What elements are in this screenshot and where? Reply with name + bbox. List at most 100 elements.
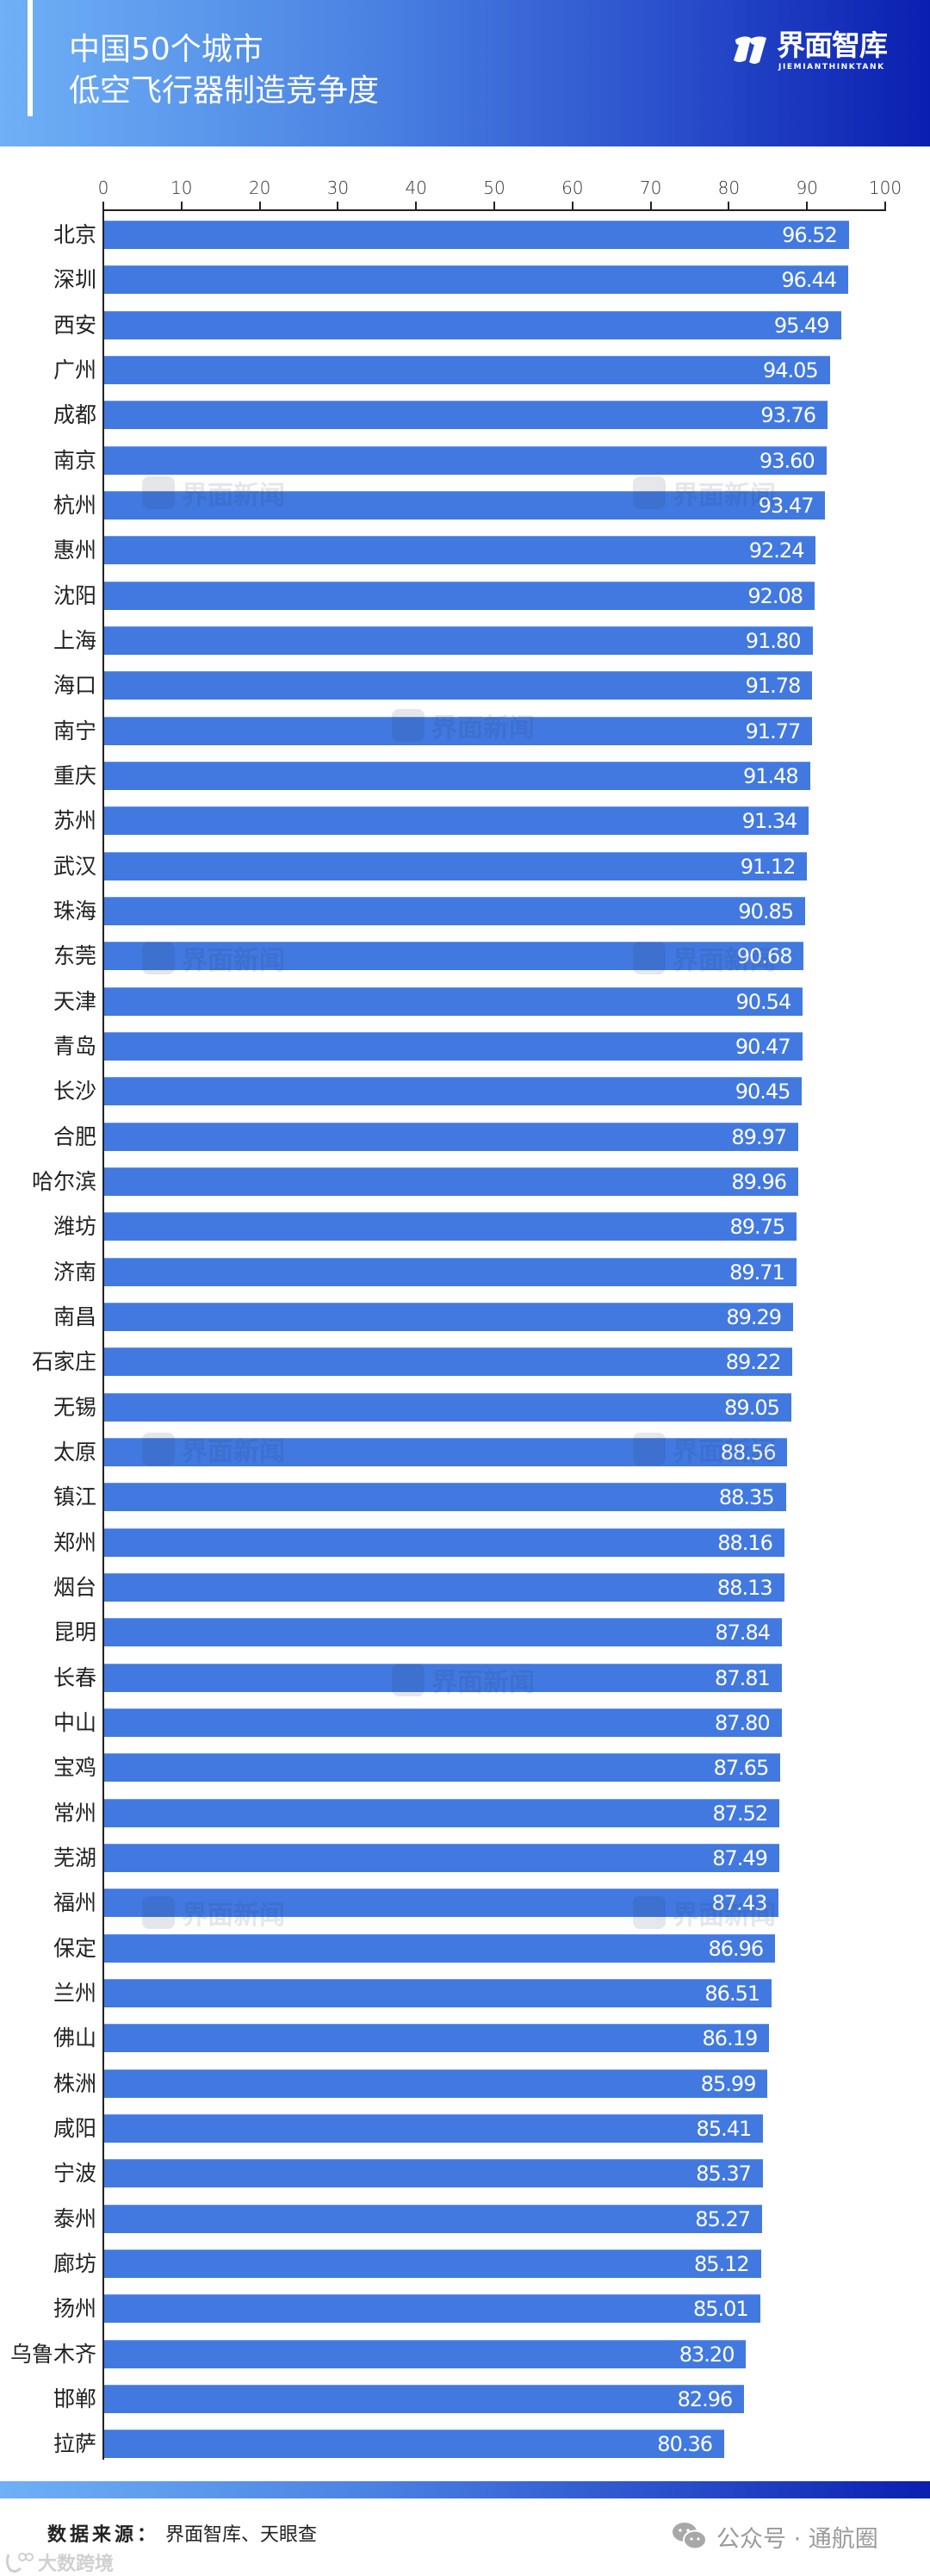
bar-row: 佛山 86.19 — [0, 2024, 930, 2053]
bar: 85.99 — [104, 2069, 768, 2098]
value-label: 90.45 — [735, 1080, 791, 1104]
value-label: 87.80 — [714, 1710, 771, 1735]
bar: 90.85 — [104, 896, 806, 925]
bar: 91.34 — [104, 806, 809, 836]
corner-watermark: 大数跨境 — [5, 2548, 114, 2576]
bar: 80.36 — [104, 2430, 725, 2459]
jiemian-thinktank-logo: 界面智库 JIEMIANTHINKTANK — [732, 28, 913, 74]
x-tick-label: 60 — [561, 177, 584, 198]
source-label: 数据来源： — [47, 2524, 160, 2546]
bar-row: 哈尔滨 89.96 — [0, 1167, 930, 1197]
bar: 91.80 — [104, 625, 813, 655]
bar: 86.51 — [104, 1978, 772, 2007]
value-label: 96.52 — [782, 223, 838, 247]
dashu-logo-icon — [5, 2553, 34, 2573]
bar-row: 合肥 89.97 — [0, 1122, 930, 1152]
bar: 94.05 — [104, 355, 830, 384]
city-label: 宝鸡 — [53, 1755, 96, 1781]
bar-row: 广州 94.05 — [0, 355, 930, 385]
bar-row: 兰州 86.51 — [0, 1978, 930, 2008]
value-label: 91.34 — [741, 809, 798, 834]
city-label: 长沙 — [53, 1079, 96, 1104]
bar: 87.43 — [104, 1888, 779, 1918]
value-label: 89.75 — [729, 1215, 785, 1240]
value-label: 90.85 — [738, 899, 794, 924]
city-label: 石家庄 — [31, 1349, 96, 1375]
value-label: 83.20 — [679, 2342, 735, 2367]
x-tick-label: 10 — [170, 177, 193, 198]
value-label: 93.47 — [758, 493, 815, 518]
header-accent-bar — [28, 0, 33, 116]
city-label: 扬州 — [53, 2296, 96, 2322]
x-tick — [493, 202, 495, 210]
bar-row: 保定 86.96 — [0, 1933, 930, 1963]
value-label: 85.01 — [692, 2297, 749, 2322]
logo-text-cn: 界面智库 — [777, 28, 888, 62]
city-label: 东莞 — [53, 943, 96, 969]
city-label: 西安 — [53, 312, 96, 338]
value-label: 96.44 — [781, 268, 837, 293]
city-label: 镇江 — [53, 1484, 96, 1510]
x-tick — [649, 202, 652, 210]
city-label: 天津 — [53, 988, 96, 1014]
bar-row: 南宁 91.77 — [0, 716, 930, 746]
city-label: 郑州 — [53, 1529, 96, 1555]
bar: 88.13 — [104, 1572, 784, 1602]
city-label: 常州 — [53, 1800, 96, 1826]
bar: 89.97 — [104, 1122, 799, 1151]
city-label: 成都 — [53, 402, 96, 428]
bar-row: 常州 87.52 — [0, 1798, 930, 1828]
bar: 91.78 — [104, 671, 813, 700]
x-tick — [180, 202, 183, 210]
city-label: 惠州 — [53, 538, 96, 563]
city-label: 廊坊 — [53, 2250, 96, 2276]
city-label: 佛山 — [53, 2025, 96, 2051]
source-value: 界面智库、天眼查 — [165, 2524, 318, 2546]
value-label: 88.56 — [720, 1440, 777, 1465]
bar: 88.16 — [104, 1528, 784, 1557]
value-label: 86.19 — [702, 2026, 759, 2051]
bar: 89.75 — [104, 1212, 797, 1241]
bar-row: 成都 93.76 — [0, 401, 930, 430]
x-tick-label: 90 — [796, 177, 818, 198]
bar: 87.52 — [104, 1798, 780, 1827]
value-label: 91.78 — [745, 674, 802, 699]
bar: 89.71 — [104, 1257, 797, 1286]
x-tick — [415, 202, 418, 210]
value-label: 87.65 — [713, 1756, 770, 1781]
city-label: 南京 — [53, 447, 96, 473]
bar-row: 惠州 92.24 — [0, 536, 930, 565]
value-label: 89.05 — [724, 1395, 780, 1420]
city-label: 拉萨 — [53, 2431, 96, 2457]
city-label: 北京 — [53, 222, 96, 247]
value-label: 88.35 — [718, 1485, 775, 1510]
bar: 92.08 — [104, 581, 815, 610]
bar: 90.54 — [104, 986, 803, 1016]
bar-row: 青岛 90.47 — [0, 1031, 930, 1061]
bar-row: 上海 91.80 — [0, 625, 930, 656]
value-label: 85.12 — [693, 2251, 750, 2276]
bar-row: 扬州 85.01 — [0, 2294, 930, 2324]
bar: 89.96 — [104, 1167, 799, 1196]
value-label: 87.84 — [715, 1621, 771, 1646]
wechat-account-text: 公众号 · 通航圈 — [716, 2525, 878, 2553]
bar: 90.45 — [104, 1077, 803, 1106]
logo-text-en: JIEMIANTHINKTANK — [778, 63, 885, 72]
bar: 96.52 — [104, 221, 849, 249]
bar-row: 重庆 91.48 — [0, 761, 930, 791]
bar: 95.49 — [104, 310, 841, 339]
value-label: 87.43 — [711, 1891, 768, 1916]
bar-row: 武汉 91.12 — [0, 851, 930, 881]
city-label: 杭州 — [53, 492, 96, 518]
bar: 90.68 — [104, 942, 804, 971]
city-label: 邯郸 — [53, 2386, 96, 2411]
city-label: 株洲 — [53, 2070, 96, 2096]
value-label: 80.36 — [657, 2432, 713, 2457]
value-label: 85.37 — [696, 2162, 752, 2187]
city-label: 合肥 — [53, 1123, 96, 1149]
header-banner: 中国50个城市 低空飞行器制造竞争度 界面智库 JIEMIANTHINKTANK — [0, 0, 930, 146]
bar: 87.84 — [104, 1618, 783, 1647]
bar-row: 沈阳 92.08 — [0, 581, 930, 611]
city-label: 太原 — [53, 1439, 96, 1465]
bar-row: 镇江 88.35 — [0, 1483, 930, 1512]
